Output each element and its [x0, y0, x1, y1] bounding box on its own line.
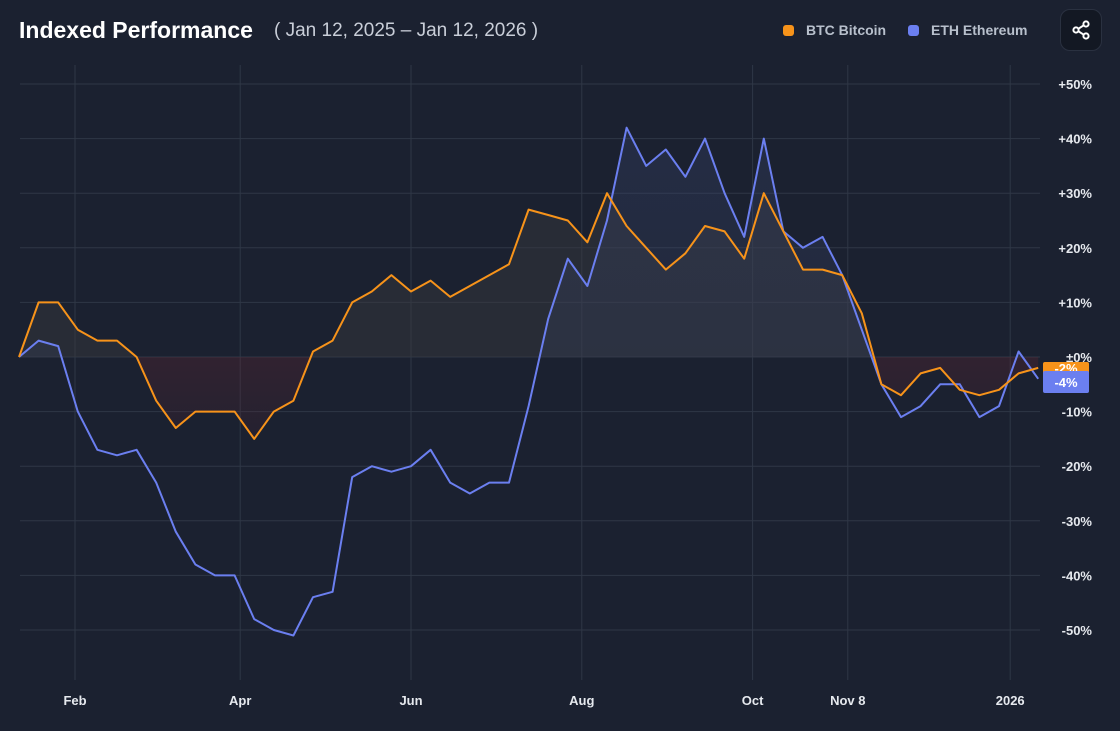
x-tick-label: 2026: [996, 693, 1025, 708]
eth-end-badge: [1043, 371, 1089, 393]
legend-label: BTC Bitcoin: [806, 22, 887, 38]
btc-swatch: [783, 24, 794, 36]
y-tick-label: +50%: [1058, 77, 1092, 92]
share-icon: [1072, 20, 1090, 40]
x-tick-label: Aug: [569, 693, 594, 708]
x-tick-label: Apr: [229, 693, 251, 708]
y-tick-label: +30%: [1058, 186, 1092, 201]
eth-end-label: -4%: [1054, 375, 1078, 390]
y-tick-label: ±0%: [1066, 350, 1092, 365]
legend-item-btc[interactable]: BTC Bitcoin: [783, 22, 886, 38]
y-tick-label: -30%: [1062, 514, 1093, 529]
btc-area-below-zero: [19, 357, 1039, 439]
share-button[interactable]: [1060, 9, 1102, 51]
page-title: Indexed Performance: [19, 17, 253, 43]
y-tick-label: +40%: [1058, 132, 1092, 147]
eth-line: [18, 126, 1040, 637]
y-tick-label: -50%: [1062, 623, 1093, 638]
date-range: ( Jan 12, 2025 – Jan 12, 2026 ): [274, 20, 539, 41]
x-tick-label: Oct: [742, 693, 764, 708]
y-tick-label: -10%: [1062, 405, 1093, 420]
y-tick-label: -40%: [1062, 568, 1093, 583]
x-tick-label: Jun: [399, 693, 422, 708]
y-tick-label: +10%: [1058, 295, 1092, 310]
x-tick-label: Feb: [63, 693, 86, 708]
legend-item-eth[interactable]: ETH Ethereum: [908, 22, 1027, 38]
x-tick-label: Nov 8: [830, 693, 865, 708]
eth-area-above-zero: [19, 127, 1039, 357]
legend-label: ETH Ethereum: [931, 22, 1028, 38]
btc-line: [18, 192, 1039, 440]
y-tick-label: +20%: [1058, 241, 1092, 256]
eth-swatch: [908, 24, 919, 36]
y-tick-label: -20%: [1062, 459, 1093, 474]
